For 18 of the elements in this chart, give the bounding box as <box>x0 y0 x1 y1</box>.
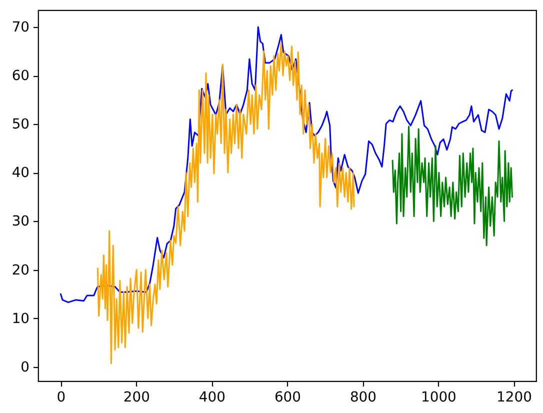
y-tick-label: 50 <box>12 116 30 133</box>
x-tick-label: 600 <box>274 390 301 406</box>
y-tick-label: 10 <box>12 310 30 327</box>
y-tick-label: 70 <box>12 19 30 36</box>
line-series <box>392 126 513 246</box>
line-series <box>96 42 355 364</box>
x-tick-label: 400 <box>198 390 226 406</box>
x-tick-label: 200 <box>123 390 150 406</box>
x-tick-label: 0 <box>56 390 66 406</box>
x-tick-label: 1200 <box>496 390 532 406</box>
x-tick-label: 800 <box>350 390 376 406</box>
y-tick-label: 60 <box>12 68 30 84</box>
y-tick-label: 0 <box>20 359 30 376</box>
x-tick-label: 1000 <box>421 390 456 406</box>
line-series <box>60 26 513 304</box>
y-tick-label: 30 <box>12 214 30 230</box>
y-tick-label: 20 <box>12 262 30 278</box>
y-tick-label: 40 <box>12 165 30 182</box>
